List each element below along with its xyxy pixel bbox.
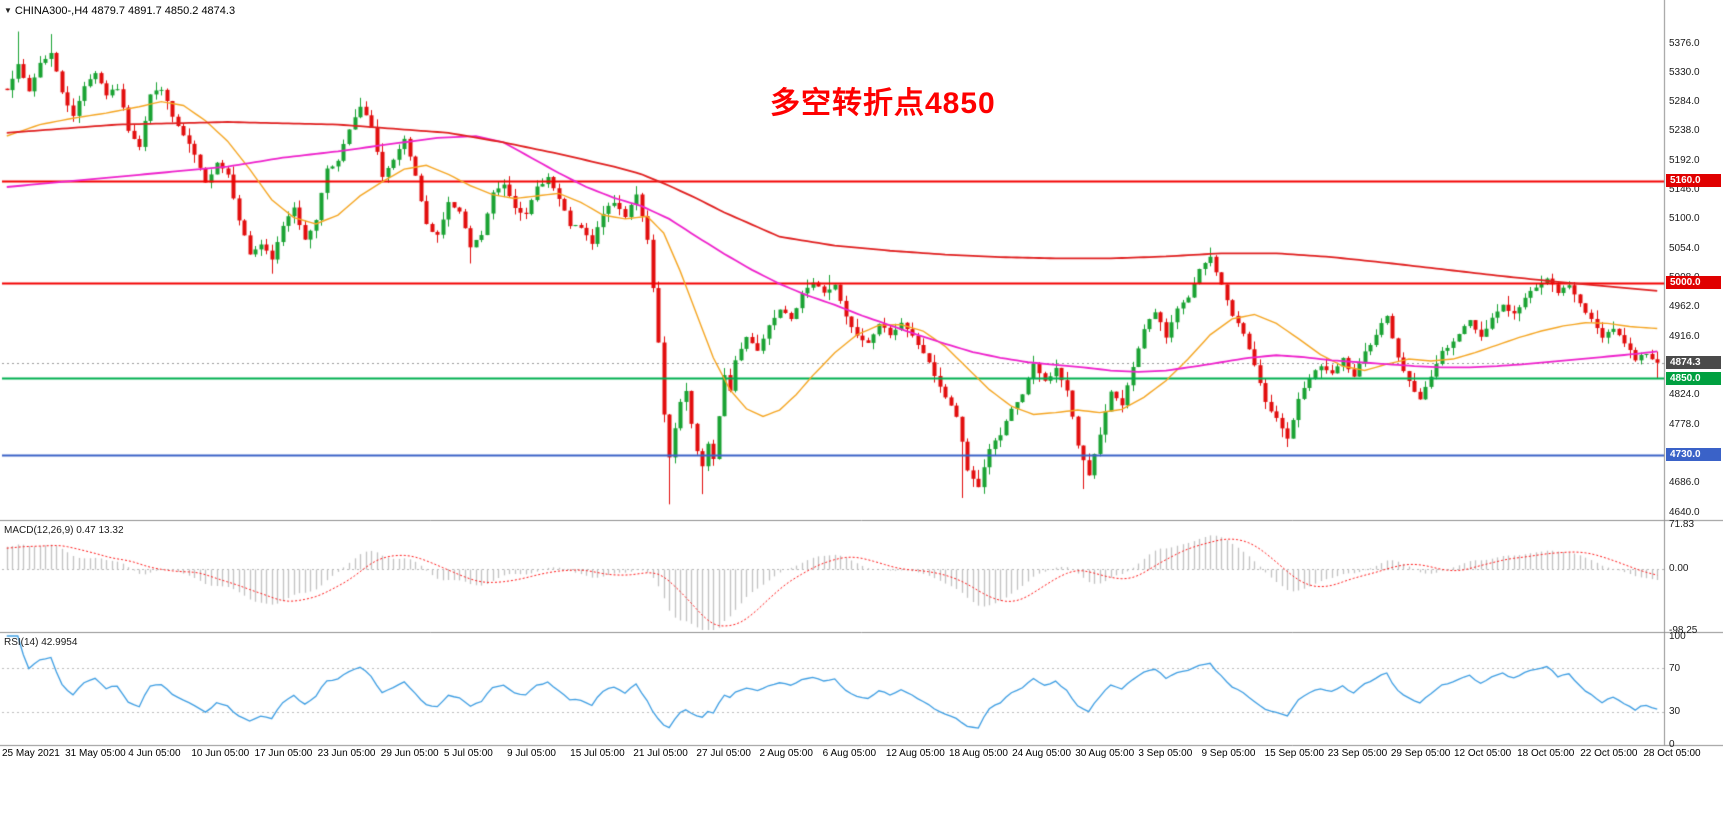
- symbol-ohlc-text: CHINA300-,H4 4879.7 4891.7 4850.2 4874.3: [14, 5, 236, 17]
- rsi-indicator-label: RSI(14) 42.9954: [4, 637, 78, 648]
- symbol-dropdown-icon[interactable]: ▼: [4, 6, 12, 15]
- macd-indicator-label: MACD(12,26,9) 0.47 13.32: [4, 525, 124, 536]
- annotation-text: 多空转折点4850: [770, 87, 996, 120]
- chart-ohlc-header: ▼ CHINA300-,H4 4879.7 4891.7 4850.2 4874.…: [4, 5, 235, 17]
